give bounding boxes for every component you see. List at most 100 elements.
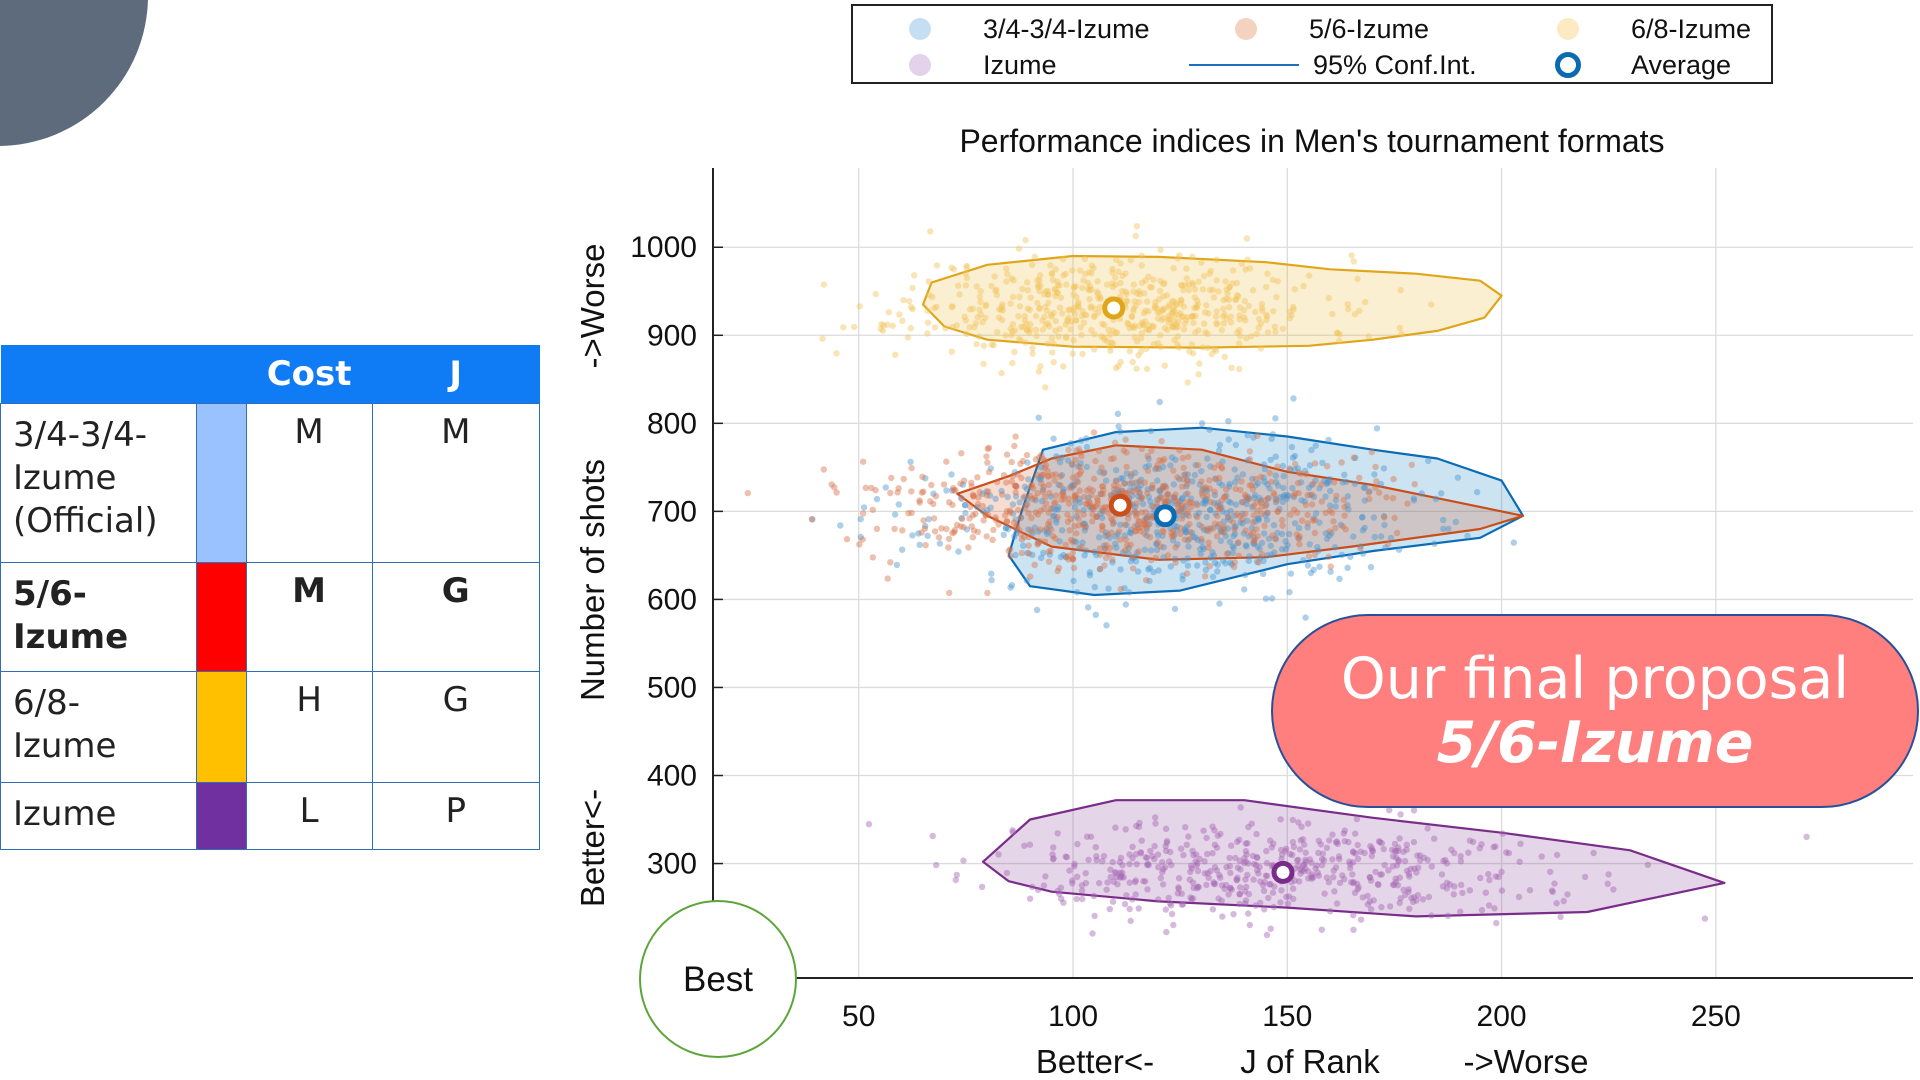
data-point xyxy=(1228,561,1236,568)
data-point xyxy=(1235,293,1242,300)
y-tick-label: 300 xyxy=(647,848,697,881)
data-point xyxy=(1202,497,1210,504)
data-point xyxy=(1306,856,1314,863)
data-point xyxy=(1157,874,1165,882)
data-point xyxy=(1080,506,1087,514)
data-point xyxy=(1194,297,1201,304)
data-point xyxy=(1225,483,1233,490)
data-point xyxy=(1069,267,1076,274)
data-point xyxy=(1097,490,1104,498)
x-tick-label: 250 xyxy=(1691,1000,1741,1033)
table-row: Izume L P xyxy=(0,782,541,850)
data-point xyxy=(1034,282,1042,289)
data-point xyxy=(1111,485,1118,493)
data-point xyxy=(1145,493,1153,501)
data-point xyxy=(908,488,915,495)
data-point xyxy=(916,541,923,548)
data-point xyxy=(1267,456,1274,464)
data-point xyxy=(1282,538,1289,545)
data-point xyxy=(1077,324,1084,331)
data-point xyxy=(1344,564,1351,571)
data-point xyxy=(1069,555,1076,562)
data-point xyxy=(1203,527,1210,534)
data-point xyxy=(1175,311,1182,319)
best-label: Best xyxy=(683,960,753,999)
data-point xyxy=(1049,471,1056,479)
data-point xyxy=(1163,292,1171,299)
data-point xyxy=(1104,879,1111,886)
data-point xyxy=(1255,315,1263,323)
data-point xyxy=(1237,519,1244,526)
data-point xyxy=(1306,541,1313,548)
data-point xyxy=(1193,885,1201,892)
data-point xyxy=(1300,282,1307,290)
data-point xyxy=(1274,482,1282,489)
data-point xyxy=(1159,482,1167,490)
data-point xyxy=(1234,874,1241,881)
data-point xyxy=(1236,312,1243,319)
data-point xyxy=(958,495,966,503)
data-point xyxy=(1178,297,1185,304)
data-point xyxy=(1549,888,1556,896)
data-point xyxy=(1367,563,1375,571)
data-point xyxy=(1066,527,1073,534)
data-point xyxy=(980,517,987,524)
data-point xyxy=(1135,298,1143,306)
data-point xyxy=(1143,365,1151,373)
data-point xyxy=(1082,870,1089,877)
cost-cell: M xyxy=(245,403,373,563)
data-point xyxy=(1138,837,1145,844)
data-point xyxy=(837,522,844,529)
data-point xyxy=(1045,558,1053,565)
data-point xyxy=(999,491,1006,498)
data-point xyxy=(1086,485,1093,492)
data-point xyxy=(1228,886,1235,893)
data-point xyxy=(938,525,945,532)
data-point xyxy=(1199,500,1207,507)
x-tick-label: 200 xyxy=(1477,1000,1527,1033)
data-point xyxy=(1246,265,1254,272)
data-point xyxy=(1199,487,1206,494)
data-point xyxy=(1159,859,1166,866)
data-point xyxy=(1187,529,1194,536)
legend-label: 5/6-Izume xyxy=(1309,13,1430,44)
data-point xyxy=(1194,860,1201,867)
data-point xyxy=(1091,548,1098,555)
data-point xyxy=(1253,853,1261,861)
data-point xyxy=(1117,585,1125,593)
data-point xyxy=(1098,333,1105,340)
data-point xyxy=(1020,323,1027,331)
data-point xyxy=(1223,286,1230,293)
data-point xyxy=(1175,507,1182,515)
data-point xyxy=(1039,455,1047,462)
data-point xyxy=(1503,849,1510,856)
data-point xyxy=(908,509,915,517)
data-point xyxy=(1243,235,1251,242)
data-point xyxy=(1339,872,1346,879)
data-point xyxy=(1276,505,1283,512)
data-point xyxy=(1025,542,1032,549)
data-point xyxy=(1296,541,1303,548)
data-point xyxy=(983,488,990,495)
data-point xyxy=(1301,841,1308,848)
data-point xyxy=(924,307,931,314)
data-point xyxy=(1017,337,1024,344)
data-point xyxy=(1083,312,1090,319)
data-point xyxy=(859,510,867,517)
data-point xyxy=(960,857,967,864)
data-point xyxy=(1052,492,1060,499)
data-point xyxy=(1297,870,1304,877)
data-point xyxy=(1188,865,1196,872)
data-point xyxy=(1170,494,1178,501)
data-point xyxy=(1256,863,1263,871)
data-point xyxy=(1099,504,1106,512)
data-point xyxy=(1286,588,1293,596)
data-point xyxy=(1132,877,1139,884)
data-point xyxy=(1202,329,1209,336)
data-point xyxy=(1268,551,1275,558)
data-point xyxy=(1125,545,1132,552)
data-point xyxy=(1252,861,1260,869)
data-point xyxy=(1250,539,1257,547)
data-point xyxy=(1282,546,1290,553)
data-point xyxy=(1181,471,1188,479)
